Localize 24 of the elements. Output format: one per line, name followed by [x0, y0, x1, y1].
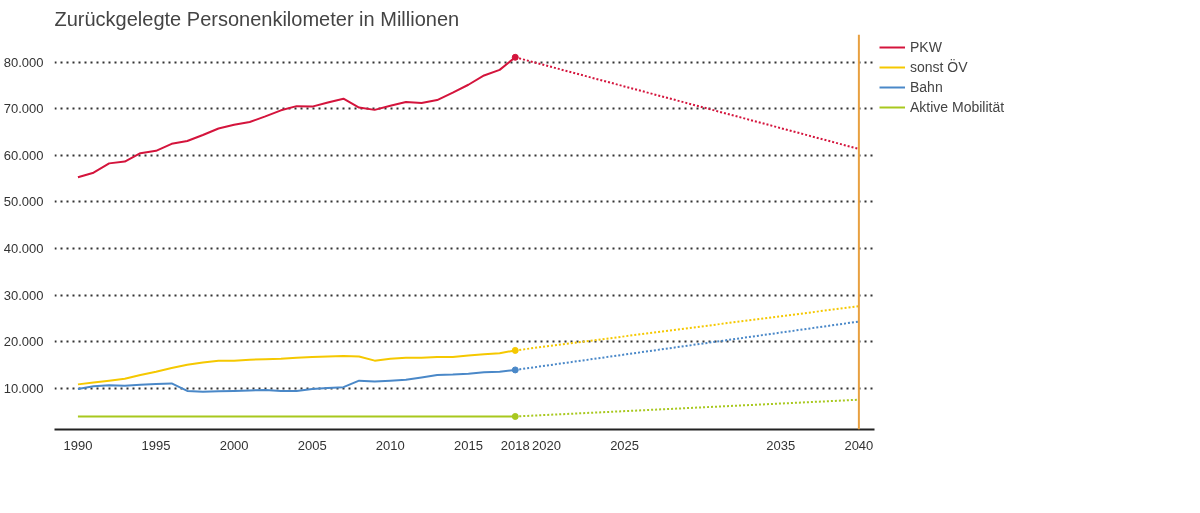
- y-tick-label: 40.000: [3, 241, 44, 257]
- y-tick-label: 50.000: [3, 194, 44, 210]
- x-tick-label: 2035: [766, 437, 796, 453]
- x-tick-label: 2025: [610, 437, 640, 453]
- y-tick-label: 70.000: [3, 101, 44, 117]
- x-tick-label: 2000: [219, 437, 249, 453]
- x-tick-label: 2018: [500, 437, 530, 453]
- y-tick-label: 10.000: [3, 380, 44, 396]
- x-tick-label: 2020: [532, 437, 561, 453]
- legend-label: Bahn: [910, 79, 943, 95]
- x-tick-label: 2010: [375, 437, 405, 453]
- x-tick-label: 2005: [297, 437, 327, 453]
- y-tick-label: 60.000: [3, 147, 44, 163]
- x-tick-label: 2015: [453, 437, 483, 453]
- chart-title: Zurückgelegte Personenkilometer in Millionen: [54, 7, 460, 30]
- x-tick-label: 2040: [844, 437, 874, 453]
- y-tick-label: 80.000: [3, 54, 44, 70]
- legend-label: PKW: [910, 39, 942, 55]
- x-tick-label: 1990: [63, 437, 93, 453]
- x-tick-label: 1995: [141, 437, 171, 453]
- legend-label: Aktive Mobilität: [910, 99, 1005, 115]
- legend-label: sonst ÖV: [910, 59, 968, 75]
- y-tick-label: 20.000: [3, 334, 44, 350]
- y-tick-label: 30.000: [3, 287, 44, 303]
